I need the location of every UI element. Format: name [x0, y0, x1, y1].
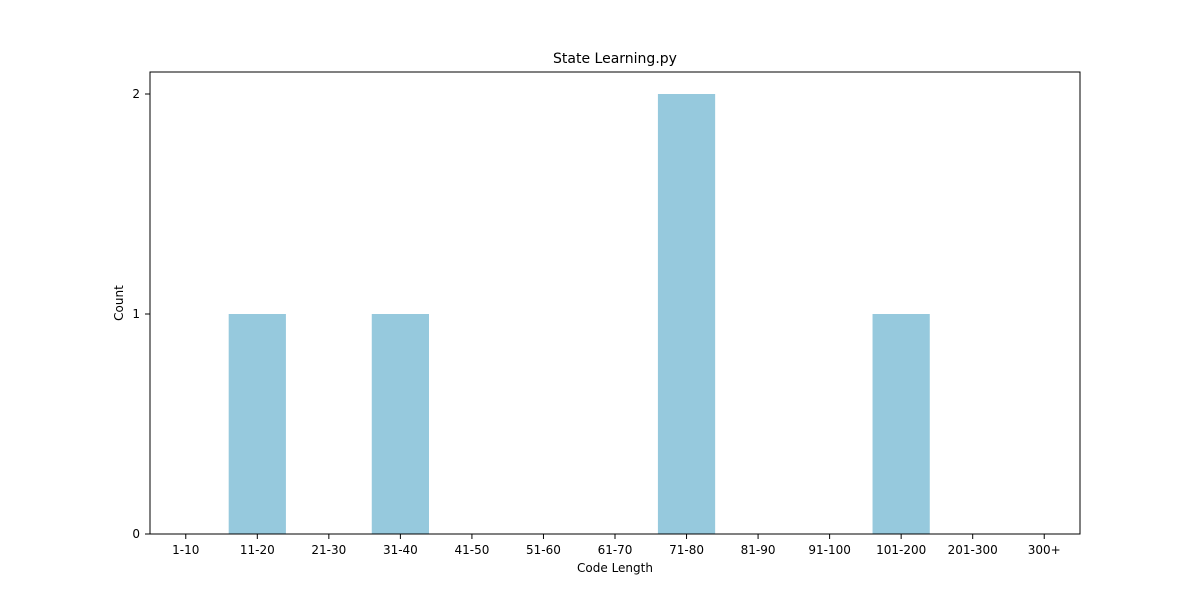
- x-tick-label: 71-80: [669, 543, 704, 557]
- x-tick-label: 300+: [1028, 543, 1061, 557]
- x-tick-label: 21-30: [311, 543, 346, 557]
- x-tick-label: 11-20: [240, 543, 275, 557]
- x-tick-label: 81-90: [741, 543, 776, 557]
- y-ticks-group: 0 1 2: [132, 87, 150, 541]
- x-tick-label: 31-40: [383, 543, 418, 557]
- y-tick-label: 2: [132, 87, 140, 101]
- x-tick-label: 91-100: [808, 543, 851, 557]
- bar-31-40: [371, 314, 429, 534]
- y-axis-label: Count: [112, 285, 126, 321]
- x-ticks-group: 1-10 11-20 21-30 31-40 41-50 51-60 61-70 71-80 8…: [172, 534, 1061, 557]
- bars-group: [228, 94, 930, 534]
- x-tick-label: 101-200: [876, 543, 926, 557]
- x-tick-label: 41-50: [454, 543, 489, 557]
- y-tick-label: 1: [132, 307, 140, 321]
- plot-area-frame: [149, 71, 1081, 535]
- bar-11-20: [228, 314, 286, 534]
- y-tick-label: 0: [132, 527, 140, 541]
- bar-101-200: [872, 314, 930, 534]
- x-tick-label: 1-10: [172, 543, 199, 557]
- chart-title: State Learning.py: [553, 51, 677, 67]
- x-tick-label: 51-60: [526, 543, 561, 557]
- x-tick-label: 201-300: [948, 543, 998, 557]
- bar-71-80: [657, 94, 716, 534]
- x-tick-label: 61-70: [598, 543, 633, 557]
- x-axis-label: Code Length: [577, 561, 653, 575]
